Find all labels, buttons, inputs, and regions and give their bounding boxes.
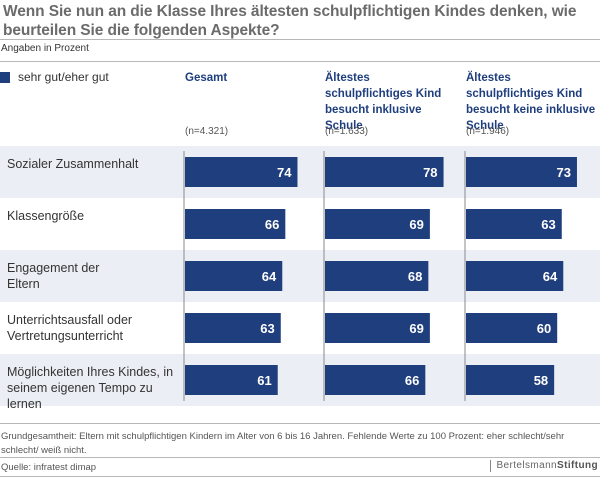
row-label: Möglichkeiten Ihres Kindes, in seinem ei… <box>7 365 174 411</box>
logo-text-2: Stiftung <box>557 460 598 471</box>
bar <box>466 313 558 343</box>
bar-value-label: 74 <box>277 165 292 180</box>
bar <box>466 209 562 239</box>
bar-value-label: 66 <box>265 217 279 232</box>
bar <box>466 157 577 187</box>
title-divider <box>0 39 600 40</box>
row-label: Sozialer Zusammenhalt <box>7 157 139 171</box>
bar <box>185 157 298 187</box>
source-divider <box>0 457 600 458</box>
bar-value-label: 58 <box>534 373 548 388</box>
bar <box>185 313 281 343</box>
bar-value-label: 64 <box>543 269 558 284</box>
bar-value-label: 68 <box>408 269 422 284</box>
row-label: Unterrichtsausfall oder Vertretungsunter… <box>7 313 133 343</box>
legend: sehr gut/eher gut <box>0 70 109 84</box>
bar <box>325 209 430 239</box>
bar-value-label: 66 <box>405 373 419 388</box>
bar <box>325 261 429 291</box>
bar <box>325 313 430 343</box>
bar <box>325 365 426 395</box>
unit-subtitle: Angaben in Prozent <box>1 43 89 54</box>
column-n-nicht-inklusiv: (n=1.946) <box>466 126 510 137</box>
header-divider <box>0 61 600 62</box>
bar <box>185 209 286 239</box>
column-n-inklusiv: (n=1.633) <box>325 126 369 137</box>
bar-value-label: 73 <box>556 165 570 180</box>
bar-value-label: 61 <box>257 373 271 388</box>
bar <box>466 365 555 395</box>
bertelsmann-stiftung-logo: BertelsmannStiftung <box>490 460 598 472</box>
bar-value-label: 69 <box>409 217 423 232</box>
row-label: Engagement der Eltern <box>7 261 100 291</box>
bar <box>185 365 278 395</box>
bottom-divider <box>0 476 600 477</box>
bar-value-label: 63 <box>541 217 555 232</box>
chart-title: Wenn Sie nun an die Klasse Ihres älteste… <box>3 3 577 39</box>
source-text: Quelle: infratest dimap <box>1 462 97 473</box>
bar <box>185 261 283 291</box>
legend-swatch <box>0 71 10 83</box>
bar-value-label: 60 <box>537 321 551 336</box>
row-label: Klassengröße <box>7 209 85 223</box>
bar-value-label: 69 <box>409 321 423 336</box>
bar <box>466 261 564 291</box>
footnote: Grundgesamtheit: Eltern mit schulpflicht… <box>1 431 565 456</box>
legend-label: sehr gut/eher gut <box>18 70 109 84</box>
bar-value-label: 64 <box>262 269 277 284</box>
footer-divider <box>0 423 600 424</box>
column-n-gesamt: (n=4.321) <box>185 126 229 137</box>
bar-value-label: 78 <box>423 165 437 180</box>
bar <box>325 157 444 187</box>
bar-value-label: 63 <box>260 321 274 336</box>
column-header-nicht-inklusiv: Ältestes schulpflichtiges Kind besucht k… <box>466 72 596 132</box>
logo-text-1: Bertelsmann <box>496 460 558 471</box>
column-header-gesamt: Gesamt <box>185 72 228 84</box>
column-header-inklusiv: Ältestes schulpflichtiges Kind besucht i… <box>325 72 442 132</box>
